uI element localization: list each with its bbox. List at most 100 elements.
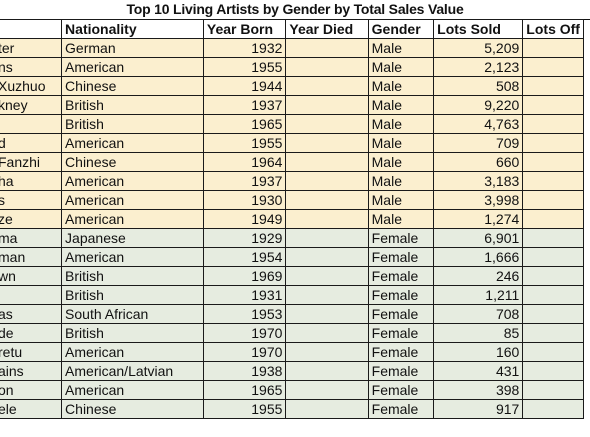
cell-gender[interactable]: Male xyxy=(367,57,435,77)
cell-lots-sold[interactable]: 1,666 xyxy=(433,247,524,267)
cell-year-died[interactable] xyxy=(285,114,369,134)
cell-year-born[interactable]: 1944 xyxy=(202,76,287,96)
cell-year-born[interactable]: 1953 xyxy=(202,304,287,324)
cell-artist-name[interactable]: ains xyxy=(0,361,63,381)
cell-lots-sold[interactable]: 660 xyxy=(433,152,524,172)
cell-year-born[interactable]: 1954 xyxy=(202,247,287,267)
cell-year-born[interactable]: 1964 xyxy=(202,152,287,172)
cell-artist-name[interactable]: de xyxy=(0,323,63,343)
cell-year-died[interactable] xyxy=(285,380,369,400)
cell-lots-sold[interactable]: 917 xyxy=(433,399,524,419)
cell-year-died[interactable] xyxy=(285,399,369,419)
cell-year-born[interactable]: 1965 xyxy=(202,380,287,400)
cell-artist-name[interactable]: as xyxy=(0,304,63,324)
cell-year-born[interactable]: 1949 xyxy=(202,209,287,229)
cell-gender[interactable]: Male xyxy=(367,95,435,115)
cell-lots-offered[interactable] xyxy=(522,171,584,191)
cell-gender[interactable]: Male xyxy=(367,190,435,210)
cell-year-born[interactable]: 1938 xyxy=(202,361,287,381)
cell-nationality[interactable]: American xyxy=(61,190,204,210)
header-lots-sold[interactable]: Lots Sold xyxy=(433,19,524,39)
cell-gender[interactable]: Female xyxy=(367,323,435,343)
cell-gender[interactable]: Male xyxy=(367,38,435,58)
header-year-died[interactable]: Year Died xyxy=(285,19,369,39)
cell-lots-sold[interactable]: 246 xyxy=(433,266,524,286)
cell-lots-sold[interactable]: 1,274 xyxy=(433,209,524,229)
cell-nationality[interactable]: South African xyxy=(61,304,204,324)
cell-lots-sold[interactable]: 85 xyxy=(433,323,524,343)
cell-nationality[interactable]: Chinese xyxy=(61,399,204,419)
cell-gender[interactable]: Male xyxy=(367,171,435,191)
cell-nationality[interactable]: American xyxy=(61,171,204,191)
cell-lots-sold[interactable]: 5,209 xyxy=(433,38,524,58)
cell-nationality[interactable]: Chinese xyxy=(61,76,204,96)
cell-lots-offered[interactable] xyxy=(522,266,584,286)
cell-lots-sold[interactable]: 508 xyxy=(433,76,524,96)
cell-artist-name[interactable]: kney xyxy=(0,95,63,115)
header-name[interactable] xyxy=(0,19,63,39)
cell-year-died[interactable] xyxy=(285,361,369,381)
cell-lots-offered[interactable] xyxy=(522,228,584,248)
cell-nationality[interactable]: British xyxy=(61,285,204,305)
cell-lots-offered[interactable] xyxy=(522,380,584,400)
cell-artist-name[interactable]: ele xyxy=(0,399,63,419)
cell-year-died[interactable] xyxy=(285,57,369,77)
cell-year-died[interactable] xyxy=(285,247,369,267)
cell-artist-name[interactable]: retu xyxy=(0,342,63,362)
cell-gender[interactable]: Male xyxy=(367,209,435,229)
cell-year-died[interactable] xyxy=(285,209,369,229)
cell-lots-sold[interactable]: 398 xyxy=(433,380,524,400)
cell-lots-sold[interactable]: 1,211 xyxy=(433,285,524,305)
cell-gender[interactable]: Female xyxy=(367,247,435,267)
cell-nationality[interactable]: American xyxy=(61,209,204,229)
cell-gender[interactable]: Female xyxy=(367,361,435,381)
cell-year-died[interactable] xyxy=(285,323,369,343)
cell-nationality[interactable]: American xyxy=(61,57,204,77)
cell-gender[interactable]: Female xyxy=(367,342,435,362)
cell-gender[interactable]: Male xyxy=(367,76,435,96)
cell-lots-sold[interactable]: 709 xyxy=(433,133,524,153)
cell-year-died[interactable] xyxy=(285,171,369,191)
cell-lots-sold[interactable]: 6,901 xyxy=(433,228,524,248)
cell-lots-sold[interactable]: 9,220 xyxy=(433,95,524,115)
cell-lots-offered[interactable] xyxy=(522,95,584,115)
cell-gender[interactable]: Male xyxy=(367,114,435,134)
cell-year-born[interactable]: 1937 xyxy=(202,95,287,115)
cell-lots-offered[interactable] xyxy=(522,323,584,343)
cell-lots-offered[interactable] xyxy=(522,133,584,153)
cell-lots-offered[interactable] xyxy=(522,114,584,134)
cell-nationality[interactable]: British xyxy=(61,323,204,343)
cell-nationality[interactable]: American xyxy=(61,380,204,400)
cell-artist-name[interactable]: ze xyxy=(0,209,63,229)
cell-lots-sold[interactable]: 2,123 xyxy=(433,57,524,77)
cell-artist-name[interactable]: on xyxy=(0,380,63,400)
cell-year-born[interactable]: 1955 xyxy=(202,399,287,419)
cell-nationality[interactable]: British xyxy=(61,266,204,286)
cell-lots-offered[interactable] xyxy=(522,209,584,229)
cell-artist-name[interactable] xyxy=(0,285,63,305)
cell-lots-sold[interactable]: 3,998 xyxy=(433,190,524,210)
cell-year-born[interactable]: 1937 xyxy=(202,171,287,191)
cell-year-died[interactable] xyxy=(285,190,369,210)
cell-nationality[interactable]: German xyxy=(61,38,204,58)
cell-nationality[interactable]: American xyxy=(61,133,204,153)
cell-artist-name[interactable]: man xyxy=(0,247,63,267)
cell-year-died[interactable] xyxy=(285,133,369,153)
cell-nationality[interactable]: Chinese xyxy=(61,152,204,172)
cell-nationality[interactable]: British xyxy=(61,95,204,115)
cell-artist-name[interactable]: ter xyxy=(0,38,63,58)
cell-nationality[interactable]: British xyxy=(61,114,204,134)
header-lots-offered[interactable]: Lots Off xyxy=(522,19,584,39)
cell-artist-name[interactable] xyxy=(0,114,63,134)
cell-lots-sold[interactable]: 4,763 xyxy=(433,114,524,134)
cell-gender[interactable]: Female xyxy=(367,380,435,400)
cell-lots-offered[interactable] xyxy=(522,361,584,381)
cell-gender[interactable]: Female xyxy=(367,285,435,305)
cell-gender[interactable]: Male xyxy=(367,152,435,172)
cell-year-born[interactable]: 1930 xyxy=(202,190,287,210)
cell-gender[interactable]: Female xyxy=(367,266,435,286)
cell-lots-sold[interactable]: 160 xyxy=(433,342,524,362)
cell-year-died[interactable] xyxy=(285,95,369,115)
cell-year-died[interactable] xyxy=(285,228,369,248)
header-year-born[interactable]: Year Born xyxy=(202,19,287,39)
